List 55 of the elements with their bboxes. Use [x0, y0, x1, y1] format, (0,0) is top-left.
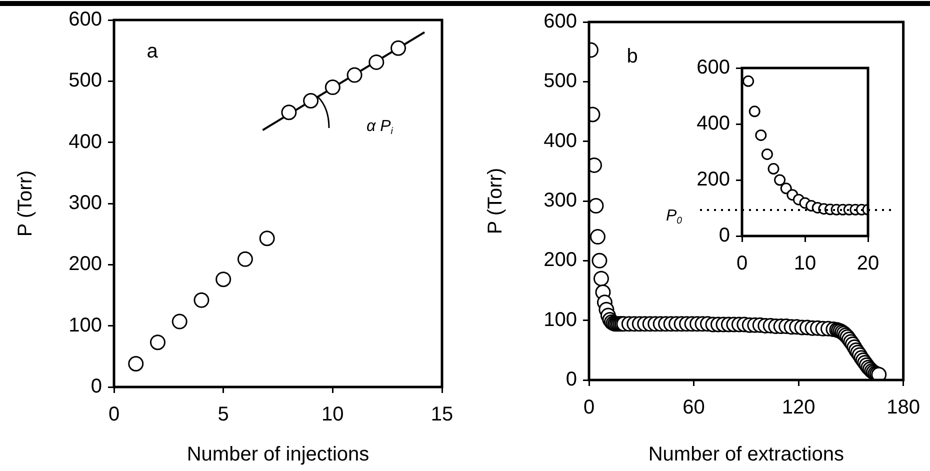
y-tick-label: 100 — [544, 308, 577, 331]
y-tick-label: 200 — [68, 253, 102, 276]
y-tick-label: 400 — [696, 112, 730, 135]
point — [346, 67, 362, 83]
x-tick-label: 120 — [782, 396, 816, 419]
point — [324, 80, 340, 96]
y-tick-label: 500 — [544, 70, 577, 92]
point — [128, 356, 144, 372]
x-axis-title: Number of extractions — [648, 444, 844, 466]
y-tick-label: 500 — [68, 70, 102, 92]
x-tick-label: 10 — [322, 404, 344, 426]
annotation: b — [626, 46, 638, 68]
y-axis-title: P (Torr) — [14, 170, 37, 237]
y-tick-label: 400 — [68, 130, 102, 153]
point — [761, 148, 773, 160]
y-tick-label: 300 — [68, 192, 102, 214]
x-tick-label: 60 — [682, 396, 705, 419]
y-tick-label: 0 — [90, 376, 102, 398]
point — [780, 182, 792, 194]
point — [742, 75, 754, 87]
x-tick-label: 0 — [108, 404, 120, 426]
y-tick-label: 300 — [544, 190, 577, 212]
point — [774, 174, 786, 186]
point — [390, 40, 406, 56]
y-tick-label: 400 — [544, 130, 577, 152]
x-tick-label: 15 — [430, 404, 454, 426]
annotation: a — [146, 40, 159, 62]
point — [281, 104, 297, 120]
x-tick-label: 5 — [218, 404, 229, 426]
y-tick-label: 100 — [68, 314, 102, 336]
x-tick-label: 20 — [856, 252, 880, 275]
point — [172, 314, 188, 330]
point — [768, 163, 780, 175]
y-tick-label: 600 — [68, 8, 102, 31]
y-tick-label: 0 — [718, 224, 730, 247]
point — [259, 230, 275, 246]
y-tick-label: 600 — [544, 10, 577, 33]
point — [368, 54, 384, 70]
x-axis-title: Number of injections — [186, 444, 370, 466]
point — [237, 251, 253, 267]
x-tick-label: 180 — [886, 396, 920, 419]
x-tick-label: 0 — [583, 396, 595, 419]
y-tick-label: 200 — [696, 168, 730, 191]
point — [748, 106, 760, 118]
y-tick-label: 0 — [566, 368, 577, 391]
x-tick-label: 10 — [794, 252, 816, 275]
y-tick-label: 600 — [696, 56, 730, 79]
point — [194, 292, 210, 308]
y-tick-label: 200 — [544, 249, 577, 272]
y-axis-title: P (Torr) — [484, 168, 507, 234]
point — [150, 334, 166, 350]
x-tick-label: 0 — [736, 252, 748, 275]
point — [755, 129, 767, 141]
point — [216, 272, 232, 288]
point — [303, 92, 319, 108]
